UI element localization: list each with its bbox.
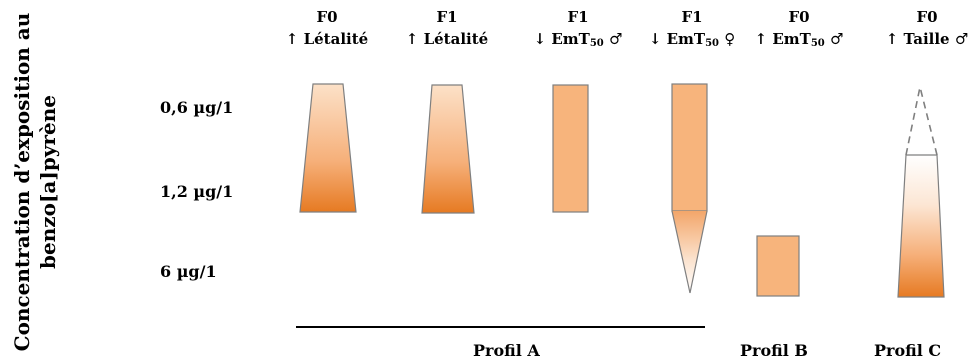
- concentration-label-low: 0,6 µg/1: [160, 98, 234, 117]
- effect-shape-4-tail: [672, 211, 707, 293]
- effect-shape-3: [552, 84, 589, 213]
- concentration-label-high: 6 µg/1: [160, 262, 217, 281]
- column-5-effect: ↑ EmT50 ♂: [754, 30, 844, 49]
- column-5-generation: F0: [788, 8, 810, 26]
- column-6-effect: ↑ Taille ♂: [885, 30, 969, 48]
- concentration-label-mid: 1,2 µg/1: [160, 182, 234, 201]
- column-3-effect: ↓ EmT50 ♂: [533, 30, 623, 49]
- column-4-effect: ↓ EmT50 ♀: [648, 30, 736, 49]
- effect-shape-6-dash-right: [919, 86, 938, 156]
- column-header-2: F1 ↑ Létalité: [372, 6, 522, 53]
- effect-shape-2: [421, 84, 475, 214]
- column-4-generation: F1: [681, 8, 703, 26]
- effect-shape-5: [756, 235, 800, 297]
- effect-shape-4-bar: [671, 83, 708, 212]
- column-header-5: F0 ↑ EmT50 ♂: [724, 6, 874, 53]
- effect-shape-4-tail-edge-right: [689, 210, 708, 294]
- column-1-generation: F0: [316, 8, 338, 26]
- profile-b-label: Profil B: [740, 341, 808, 360]
- column-header-1: F0 ↑ Létalité: [252, 6, 402, 53]
- effect-shape-6-dash-left: [905, 86, 921, 156]
- column-3-generation: F1: [567, 8, 589, 26]
- column-2-effect: ↑ Létalité: [405, 30, 489, 48]
- effect-shape-4-tail-edge-left: [671, 210, 691, 294]
- profile-c-label: Profil C: [874, 341, 942, 360]
- profile-a-label: Profil A: [473, 341, 540, 360]
- effect-shape-6: [897, 154, 945, 298]
- column-header-3: F1 ↓ EmT50 ♂: [503, 6, 653, 53]
- column-2-generation: F1: [436, 8, 458, 26]
- effect-shape-1: [299, 83, 357, 213]
- column-header-6: F0 ↑ Taille ♂: [852, 6, 975, 53]
- column-header-4: F1 ↓ EmT50 ♀: [617, 6, 767, 53]
- column-6-generation: F0: [916, 8, 938, 26]
- column-1-effect: ↑ Létalité: [285, 30, 369, 48]
